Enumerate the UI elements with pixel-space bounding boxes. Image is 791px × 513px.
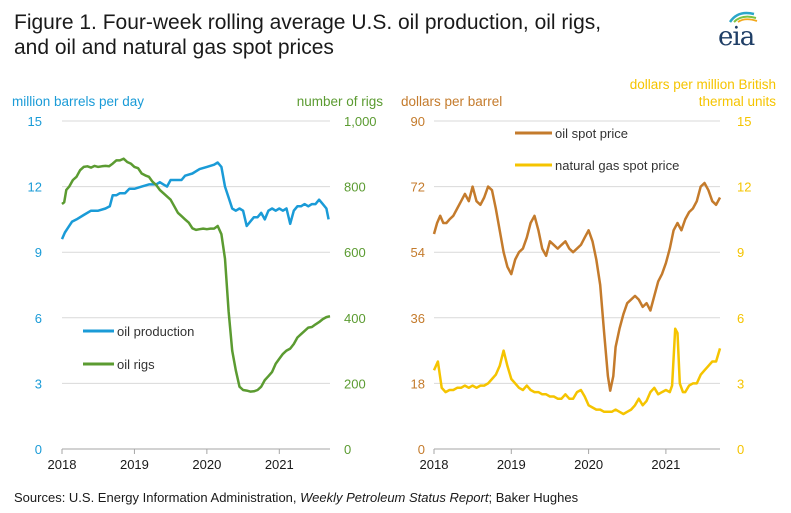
chart-spot-prices: dollars per barrel dollars per million B… bbox=[401, 77, 776, 472]
eia-logo-icon bbox=[728, 11, 758, 23]
series-line-natural-gas-spot-price bbox=[432, 327, 722, 416]
left-tick-label: 6 bbox=[35, 311, 42, 326]
left-tick-label: 3 bbox=[35, 376, 42, 391]
left-tick-label: 0 bbox=[35, 442, 42, 457]
series-line-oil-rigs bbox=[61, 157, 331, 393]
right-tick-label: 6 bbox=[737, 311, 744, 326]
source-suffix: ; Baker Hughes bbox=[488, 490, 579, 505]
x-tick-label: 2019 bbox=[497, 457, 526, 472]
right-axis-label-line-2: thermal units bbox=[699, 94, 777, 109]
grid-lines bbox=[61, 120, 330, 454]
right-tick-label: 800 bbox=[344, 180, 366, 195]
right-tick-labels: 0 3 6 9 12 15 bbox=[737, 114, 751, 457]
left-axis-label: dollars per barrel bbox=[401, 94, 502, 109]
right-tick-label: 600 bbox=[344, 245, 366, 260]
left-tick-label: 54 bbox=[411, 245, 425, 260]
right-tick-label: 9 bbox=[737, 245, 744, 260]
legend-label-natural-gas-spot-price: natural gas spot price bbox=[555, 158, 679, 173]
x-tick-label: 2021 bbox=[651, 457, 680, 472]
left-tick-labels: 0 18 36 54 72 90 bbox=[411, 114, 425, 457]
x-tick-label: 2021 bbox=[265, 457, 294, 472]
left-axis-label: million barrels per day bbox=[12, 94, 144, 109]
left-tick-labels: 0 3 6 9 12 15 bbox=[28, 114, 42, 457]
left-tick-label: 90 bbox=[411, 114, 425, 129]
legend: oil spot price natural gas spot price bbox=[515, 126, 679, 173]
eia-logo: eia bbox=[714, 8, 774, 52]
legend-label-oil-rigs: oil rigs bbox=[117, 357, 155, 372]
x-tick-label: 2020 bbox=[574, 457, 603, 472]
chart-production-rigs: million barrels per day number of rigs 0… bbox=[12, 94, 383, 472]
x-tick-label: 2019 bbox=[120, 457, 149, 472]
figure-title: Figure 1. Four-week rolling average U.S.… bbox=[14, 10, 714, 60]
right-tick-label: 400 bbox=[344, 311, 366, 326]
series-line-oil-spot-price bbox=[432, 181, 722, 392]
series-line-oil-production bbox=[60, 161, 330, 240]
x-tick-label: 2018 bbox=[420, 457, 449, 472]
right-tick-labels: 0 200 400 600 800 1,000 bbox=[344, 114, 377, 457]
eia-logo-text: eia bbox=[718, 22, 755, 52]
legend: oil production oil rigs bbox=[83, 324, 194, 372]
left-tick-label: 18 bbox=[411, 376, 425, 391]
right-tick-label: 0 bbox=[737, 442, 744, 457]
x-tick-label: 2020 bbox=[192, 457, 221, 472]
figure-title-line-1: Figure 1. Four-week rolling average U.S.… bbox=[14, 11, 602, 34]
right-tick-label: 15 bbox=[737, 114, 751, 129]
left-tick-label: 72 bbox=[411, 180, 425, 195]
right-axis-label-line-1: dollars per million British bbox=[630, 77, 776, 92]
right-tick-label: 3 bbox=[737, 376, 744, 391]
left-tick-label: 9 bbox=[35, 245, 42, 260]
source-note: Sources: U.S. Energy Information Adminis… bbox=[14, 490, 578, 505]
left-tick-label: 15 bbox=[28, 114, 42, 129]
x-tick-labels: 2018 2019 2020 2021 bbox=[420, 457, 681, 472]
legend-label-oil-spot-price: oil spot price bbox=[555, 126, 628, 141]
right-tick-label: 12 bbox=[737, 180, 751, 195]
right-axis-label: number of rigs bbox=[297, 94, 384, 109]
source-report-title: Weekly Petroleum Status Report bbox=[300, 490, 489, 505]
figure-title-line-2: and oil and natural gas spot prices bbox=[14, 36, 334, 59]
left-tick-label: 12 bbox=[28, 180, 42, 195]
x-tick-label: 2018 bbox=[48, 457, 77, 472]
right-tick-label: 0 bbox=[344, 442, 351, 457]
left-tick-label: 36 bbox=[411, 311, 425, 326]
x-tick-labels: 2018 2019 2020 2021 bbox=[48, 457, 294, 472]
source-prefix: Sources: U.S. Energy Information Adminis… bbox=[14, 490, 301, 505]
right-tick-label: 1,000 bbox=[344, 114, 377, 129]
legend-label-oil-production: oil production bbox=[117, 324, 194, 339]
left-tick-label: 0 bbox=[418, 442, 425, 457]
right-tick-label: 200 bbox=[344, 376, 366, 391]
